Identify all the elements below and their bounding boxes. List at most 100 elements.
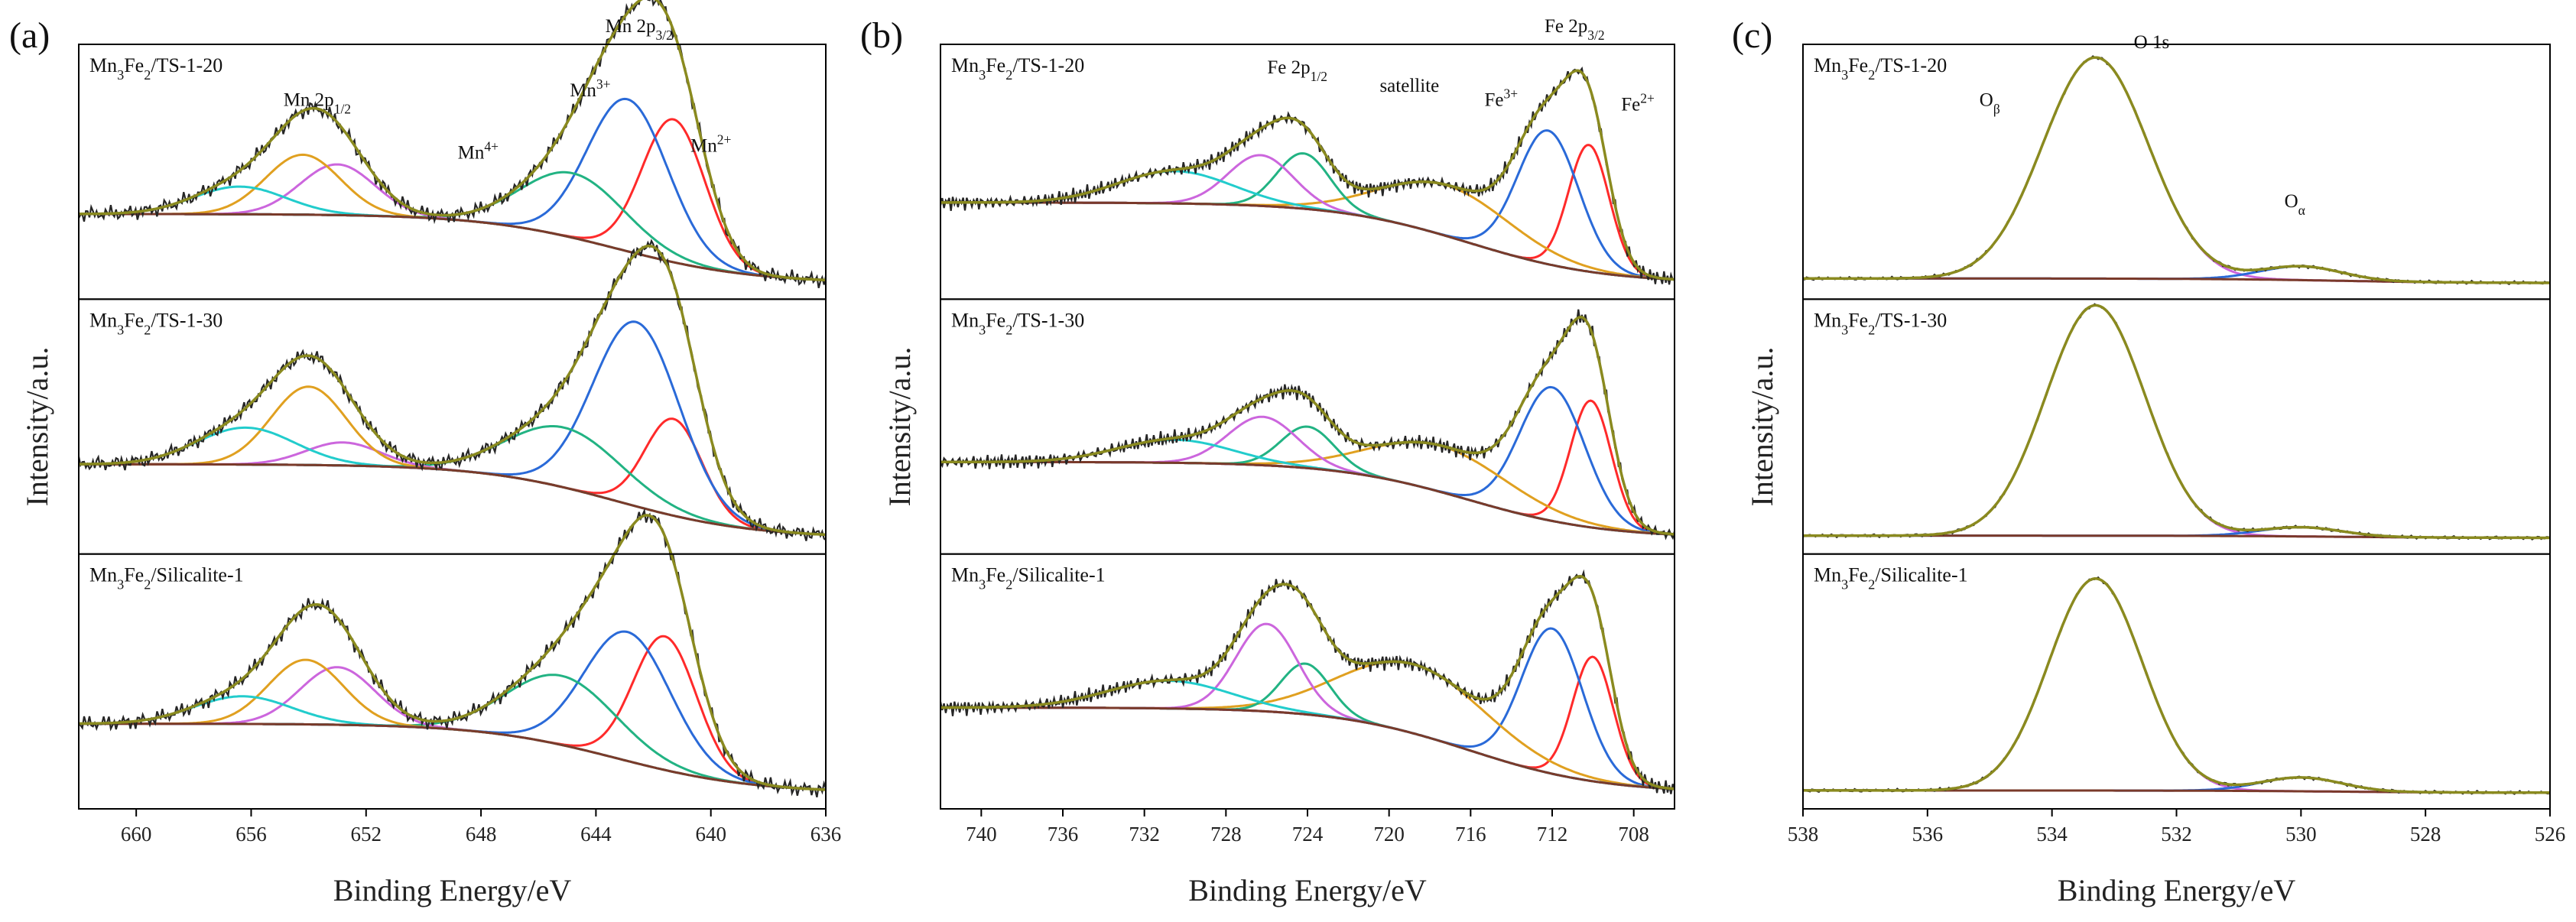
- peak-annotation: O 1s: [2134, 32, 2170, 53]
- raw-spectrum: [939, 67, 1675, 285]
- raw-spectrum: [939, 569, 1676, 794]
- peak-component: [79, 163, 827, 281]
- peak-annotation: Mn3+: [570, 76, 610, 101]
- x-tick-label: 526: [2535, 823, 2566, 846]
- y-axis-title: Intensity/a.u.: [20, 347, 54, 507]
- subplot-frame: [78, 553, 827, 810]
- peak-component: [940, 152, 1675, 281]
- fitted-envelope: [79, 244, 827, 537]
- subplot-1: Mn3Fe2/TS-1-30: [1802, 298, 2551, 555]
- background-curve: [940, 201, 1675, 281]
- peak-component: [940, 438, 1675, 536]
- x-tick-label: 724: [1292, 823, 1324, 846]
- raw-spectrum: [77, 239, 827, 541]
- peak-component: [1803, 56, 2550, 284]
- subplot-frame: [78, 298, 827, 555]
- peak-annotation: Fe 2p3/2: [1545, 16, 1605, 43]
- peak-component: [79, 320, 827, 536]
- subplot-0: Mn3Fe2/TS-1-20 O 1s Oβ Oα: [1802, 32, 2551, 300]
- peak-component: [940, 154, 1675, 281]
- x-tick-label: 712: [1537, 823, 1568, 846]
- sample-label: Mn3Fe2/TS-1-30: [951, 309, 1084, 337]
- peak-component: [940, 661, 1675, 791]
- peak-component: [1803, 577, 2550, 794]
- subplot-0: Mn3Fe2/TS-1-20 Mn 2p1/2 Mn 2p3/2 Mn3+ Mn4+ Mn…: [78, 0, 827, 300]
- subplot-frame: [1802, 298, 2551, 555]
- subplot-frame: [1802, 44, 2551, 300]
- x-tick-label: 656: [236, 823, 267, 846]
- x-tick-label: 644: [580, 823, 612, 846]
- x-tick-label: 716: [1455, 823, 1486, 846]
- fitted-envelope: [940, 575, 1675, 791]
- subplot-0: Mn3Fe2/TS-1-20 Fe 2p1/2 satellite Fe 2p3/2 F…: [939, 16, 1675, 300]
- fitted-envelope: [78, 514, 827, 791]
- x-axis-title: Binding Energy/eV: [2058, 873, 2296, 907]
- x-tick-label: 648: [466, 823, 497, 846]
- raw-spectrum: [940, 309, 1676, 541]
- panel-0: (a) Mn3Fe2/TS-1-20 Mn 2p1/2 Mn 2p3/2 Mn3+ Mn4…: [9, 0, 841, 907]
- sample-label: Mn3Fe2/Silicalite-1: [951, 564, 1106, 592]
- raw-spectrum: [1802, 55, 2551, 285]
- x-tick-label: 728: [1210, 823, 1242, 846]
- peak-annotation: Mn 2p3/2: [606, 16, 673, 43]
- background-curve: [79, 463, 827, 536]
- x-tick-label: 528: [2410, 823, 2441, 846]
- peak-annotation: Oα: [2285, 191, 2305, 218]
- peak-annotation: Fe3+: [1485, 86, 1519, 110]
- peak-component: [940, 180, 1675, 281]
- subplot-2: Mn3Fe2/Silicalite-1: [78, 508, 827, 810]
- peak-component: [940, 425, 1675, 536]
- subplot-frame: [940, 553, 1675, 810]
- sample-label: Mn3Fe2/TS-1-20: [89, 54, 223, 83]
- x-tick-label: 532: [2161, 823, 2192, 846]
- peak-annotation: Mn4+: [458, 139, 499, 164]
- peak-annotation: Oβ: [1980, 89, 2000, 116]
- x-tick-label: 538: [1788, 823, 1819, 846]
- panel-1: (b) Mn3Fe2/TS-1-20 Fe 2p1/2 satellite Fe 2p3…: [860, 15, 1676, 907]
- subplot-2: Mn3Fe2/Silicalite-1: [939, 553, 1676, 810]
- subplot-2: Mn3Fe2/Silicalite-1: [1802, 553, 2551, 810]
- x-tick-label: 652: [351, 823, 382, 846]
- sample-label: Mn3Fe2/Silicalite-1: [1814, 564, 1968, 592]
- peak-annotation: Mn 2p1/2: [284, 89, 351, 116]
- subplot-1: Mn3Fe2/TS-1-30: [940, 298, 1676, 555]
- peak-component: [940, 415, 1675, 536]
- x-tick-label: 720: [1373, 823, 1405, 846]
- y-axis-title: Intensity/a.u.: [1745, 347, 1779, 507]
- fitted-envelope: [940, 316, 1675, 536]
- x-tick-label: 732: [1129, 823, 1160, 846]
- x-tick-label: 534: [2036, 823, 2068, 846]
- background-curve: [940, 706, 1675, 791]
- peak-annotation: Fe2+: [1621, 90, 1655, 115]
- fitted-envelope: [1803, 304, 2550, 540]
- x-tick-label: 636: [810, 823, 842, 846]
- peak-component: [79, 635, 827, 791]
- panel-label: (b): [860, 15, 903, 56]
- sample-label: Mn3Fe2/Silicalite-1: [89, 564, 244, 592]
- sample-label: Mn3Fe2/TS-1-30: [1814, 309, 1947, 337]
- fitted-envelope: [79, 0, 827, 282]
- subplot-frame: [1802, 553, 2551, 810]
- x-tick-label: 736: [1048, 823, 1079, 846]
- peak-component: [940, 622, 1675, 791]
- x-tick-label: 660: [121, 823, 152, 846]
- panel-label: (c): [1732, 15, 1772, 56]
- sample-label: Mn3Fe2/TS-1-30: [89, 309, 223, 337]
- peak-component: [940, 170, 1675, 281]
- x-tick-label: 740: [966, 823, 997, 846]
- peak-component: [940, 680, 1675, 791]
- subplot-frame: [78, 44, 827, 300]
- background-curve: [79, 213, 827, 281]
- panel-label: (a): [9, 15, 50, 56]
- peak-component: [79, 417, 827, 536]
- fitted-envelope: [940, 69, 1675, 281]
- sample-label: Mn3Fe2/TS-1-20: [951, 54, 1084, 83]
- x-tick-label: 640: [695, 823, 726, 846]
- panel-2: (c) Mn3Fe2/TS-1-20 O 1s Oβ Oα Mn3Fe2/TS-1-30 M…: [1732, 15, 2565, 907]
- raw-spectrum: [1802, 303, 2551, 541]
- fitted-envelope: [1803, 56, 2550, 284]
- peak-annotation: satellite: [1379, 76, 1439, 96]
- background-curve: [940, 460, 1675, 536]
- background-curve: [79, 722, 827, 791]
